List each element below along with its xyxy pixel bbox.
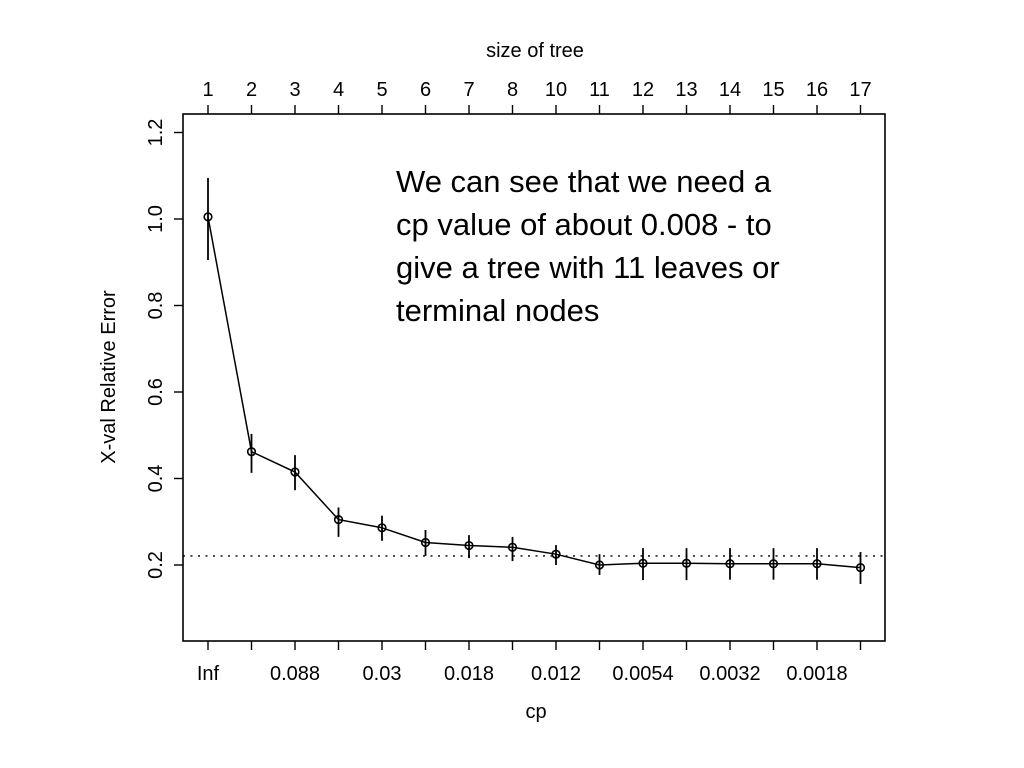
data-point-marker bbox=[246, 447, 257, 457]
bottom-axis-tick-label: 0.03 bbox=[363, 663, 402, 685]
y-axis-tick-label: 1.2 bbox=[145, 119, 167, 147]
top-axis-tick-label: 12 bbox=[632, 79, 654, 101]
data-point-marker bbox=[812, 559, 822, 569]
data-point-marker bbox=[638, 558, 648, 568]
data-point-marker bbox=[507, 542, 518, 552]
top-axis-tick-label: 10 bbox=[545, 79, 567, 101]
data-point-marker bbox=[290, 467, 300, 477]
bottom-axis-tick-label: 0.0018 bbox=[786, 663, 847, 685]
data-point-marker bbox=[768, 559, 779, 569]
top-axis-tick-label: 8 bbox=[507, 79, 518, 101]
series-layer bbox=[203, 212, 866, 573]
data-point-marker bbox=[551, 549, 561, 559]
data-point-marker bbox=[203, 212, 213, 222]
y-axis-tick-label: 1.0 bbox=[145, 205, 167, 233]
annotation-text: We can see that we need a cp value of abo… bbox=[396, 164, 780, 328]
annotation-line: terminal nodes bbox=[396, 293, 599, 328]
data-point-marker bbox=[855, 562, 866, 573]
top-axis-tick-label: 6 bbox=[420, 79, 431, 101]
xerror-polyline bbox=[207, 216, 861, 569]
data-point-marker bbox=[464, 540, 474, 551]
data-point-marker bbox=[725, 559, 735, 569]
bottom-axis-tick-label: 0.018 bbox=[444, 663, 494, 685]
annotation-line: cp value of about 0.008 - to bbox=[396, 207, 772, 242]
data-point-marker bbox=[333, 514, 344, 525]
top-axis-title: size of tree bbox=[486, 40, 584, 62]
bottom-axis-tick-label: 0.0054 bbox=[612, 663, 673, 685]
data-point-marker bbox=[420, 537, 431, 548]
top-axis-tick-label: 7 bbox=[463, 79, 474, 101]
data-point-marker bbox=[594, 560, 605, 570]
data-point-marker bbox=[377, 523, 387, 533]
x-axis-title: cp bbox=[525, 701, 546, 723]
y-axis-tick-label: 0.8 bbox=[145, 292, 167, 320]
y-axis-title: X-val Relative Error bbox=[98, 290, 120, 464]
top-axis-tick-label: 5 bbox=[376, 79, 387, 101]
top-axis-tick-label: 11 bbox=[589, 79, 610, 101]
plot-box bbox=[182, 113, 886, 642]
top-axis-tick-label: 16 bbox=[806, 79, 828, 101]
top-axis-tick-label: 13 bbox=[675, 79, 697, 101]
top-axis-tick-label: 14 bbox=[719, 79, 741, 101]
data-point-marker bbox=[681, 558, 692, 568]
bottom-axis-tick-label: 0.012 bbox=[531, 663, 581, 685]
y-axis-tick-label: 0.2 bbox=[145, 551, 167, 579]
bottom-axis-tick-label: 0.0032 bbox=[699, 663, 760, 685]
bottom-axis-tick-label: 0.088 bbox=[270, 663, 320, 685]
y-axis-tick-label: 0.6 bbox=[145, 378, 167, 406]
annotation-line: We can see that we need a bbox=[396, 164, 772, 199]
top-axis-tick-label: 3 bbox=[289, 79, 300, 101]
top-axis-tick-label: 15 bbox=[762, 79, 784, 101]
top-axis-tick-label: 4 bbox=[333, 79, 344, 101]
top-axis-tick-label: 2 bbox=[246, 79, 257, 101]
y-axis-tick-label: 0.4 bbox=[145, 465, 167, 493]
annotation-line: give a tree with 11 leaves or bbox=[396, 250, 780, 285]
bottom-axis-tick-label: Inf bbox=[197, 663, 220, 685]
top-axis-tick-label: 17 bbox=[849, 79, 871, 101]
top-axis-tick-label: 1 bbox=[202, 79, 213, 101]
